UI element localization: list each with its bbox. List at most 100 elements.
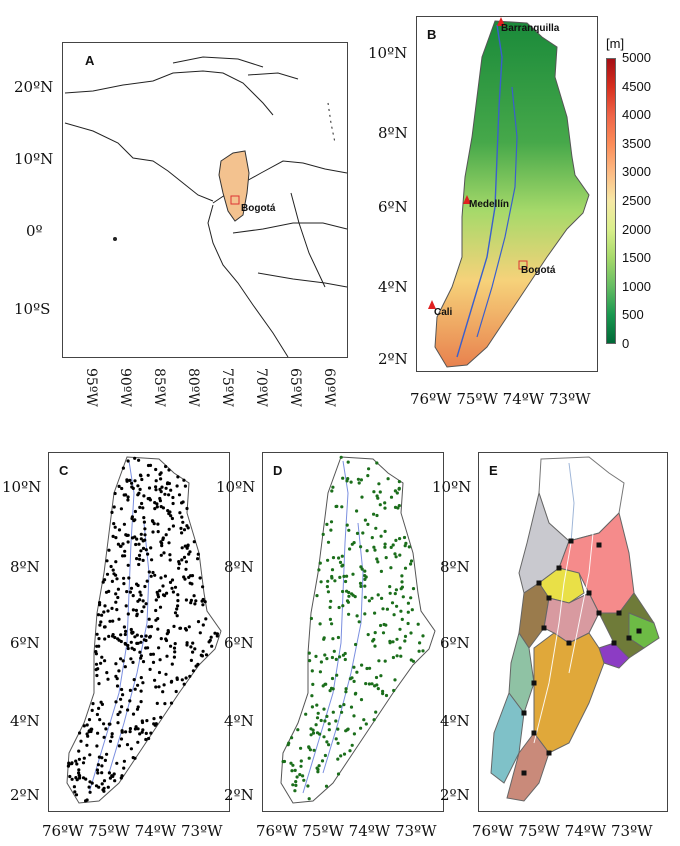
station-dot — [134, 608, 138, 612]
station-dot — [114, 662, 118, 666]
station-dot — [395, 604, 399, 608]
station-dot — [401, 595, 405, 599]
station-dot — [82, 756, 86, 760]
station-dot — [210, 644, 214, 648]
station-dot — [149, 731, 153, 735]
station-dot — [347, 594, 351, 598]
station-dot — [137, 542, 141, 546]
station-dot — [188, 550, 192, 554]
station-dot — [166, 509, 170, 513]
station-dot — [161, 536, 165, 540]
station-dot — [119, 507, 123, 511]
station-dot — [154, 479, 158, 483]
station-dot — [182, 478, 186, 482]
station-dot — [124, 629, 128, 633]
station-dot — [104, 590, 109, 594]
station-dot — [144, 602, 148, 606]
station-dot — [110, 732, 114, 736]
station-dot — [388, 639, 392, 643]
station-dot — [95, 712, 99, 717]
station-dot — [373, 644, 377, 648]
station-dot — [291, 763, 295, 767]
station-dot — [316, 770, 320, 774]
panel-e-lat-tick: 8ºN — [440, 558, 470, 576]
station-dot — [189, 645, 193, 649]
panel-c-lat-tick: 10ºN — [2, 478, 42, 496]
station-dot — [116, 712, 120, 717]
station-dot — [119, 544, 123, 548]
station-dot — [325, 585, 329, 589]
station-dot — [398, 537, 402, 541]
station-dot — [91, 702, 95, 706]
station-dot — [123, 665, 127, 669]
station-dot — [167, 541, 171, 545]
panel-b-lat-tick: 10ºN — [368, 44, 408, 62]
station-dot — [105, 572, 110, 576]
station-dot — [87, 718, 92, 722]
station-dot — [126, 612, 130, 616]
station-dot — [409, 559, 414, 563]
station-dot — [88, 780, 92, 784]
station-dot — [144, 646, 148, 650]
station-dot — [363, 595, 367, 599]
station-dot — [403, 566, 408, 570]
station-dot — [397, 480, 401, 484]
panel-c-map: C — [48, 452, 230, 812]
station-dot — [96, 763, 100, 767]
station-dot — [186, 543, 190, 547]
panel-e-lat-tick: 10ºN — [432, 478, 472, 496]
station-dot — [317, 568, 321, 572]
station-dot — [338, 704, 342, 708]
station-dot — [98, 601, 102, 605]
panel-a-map: A Bogotá — [62, 42, 348, 358]
station-dot — [96, 667, 100, 671]
station-dot — [294, 783, 298, 787]
station-dot — [307, 756, 311, 760]
station-dot — [139, 640, 143, 644]
station-dot — [102, 610, 106, 614]
station-dot — [299, 764, 303, 768]
station-dot — [107, 771, 111, 775]
panel-e-lat-tick: 2ºN — [440, 786, 470, 804]
station-dot — [147, 570, 151, 574]
station-dot — [182, 555, 187, 559]
station-dot — [370, 682, 374, 686]
station-dot — [135, 633, 139, 637]
station-dot — [131, 660, 135, 664]
station-dot — [141, 539, 145, 543]
station-dot — [72, 785, 76, 789]
station-dot — [315, 594, 319, 598]
station-dot — [353, 692, 357, 696]
station-dot — [78, 776, 82, 780]
station-dot — [193, 647, 197, 651]
station-dot — [377, 482, 381, 486]
station-dot — [112, 505, 116, 509]
station-dot — [100, 756, 104, 760]
station-dot — [315, 703, 319, 707]
station-dot — [351, 593, 355, 597]
station-dot — [88, 753, 92, 757]
station-dot — [129, 657, 133, 661]
station-dot — [73, 790, 77, 794]
station-dot — [191, 669, 195, 673]
station-dot — [103, 758, 107, 762]
station-dot — [95, 644, 99, 648]
station-dot — [112, 522, 116, 526]
panel-a-lon-tick: 70ºW — [253, 368, 269, 407]
gauge-markers-e — [521, 538, 642, 776]
station-dot — [334, 657, 338, 661]
colorbar — [606, 58, 616, 344]
station-dot — [158, 658, 162, 662]
station-dot — [346, 727, 350, 731]
station-dot — [352, 665, 356, 669]
station-dot — [382, 622, 386, 627]
station-dot — [185, 641, 189, 645]
station-dot — [311, 731, 316, 735]
station-dot — [392, 688, 396, 693]
colorbar-tick-label: 3000 — [622, 164, 651, 180]
station-dot — [339, 754, 343, 758]
station-dot — [123, 549, 127, 553]
station-dot — [144, 737, 148, 742]
station-dot — [394, 588, 398, 592]
station-dot — [325, 714, 329, 718]
